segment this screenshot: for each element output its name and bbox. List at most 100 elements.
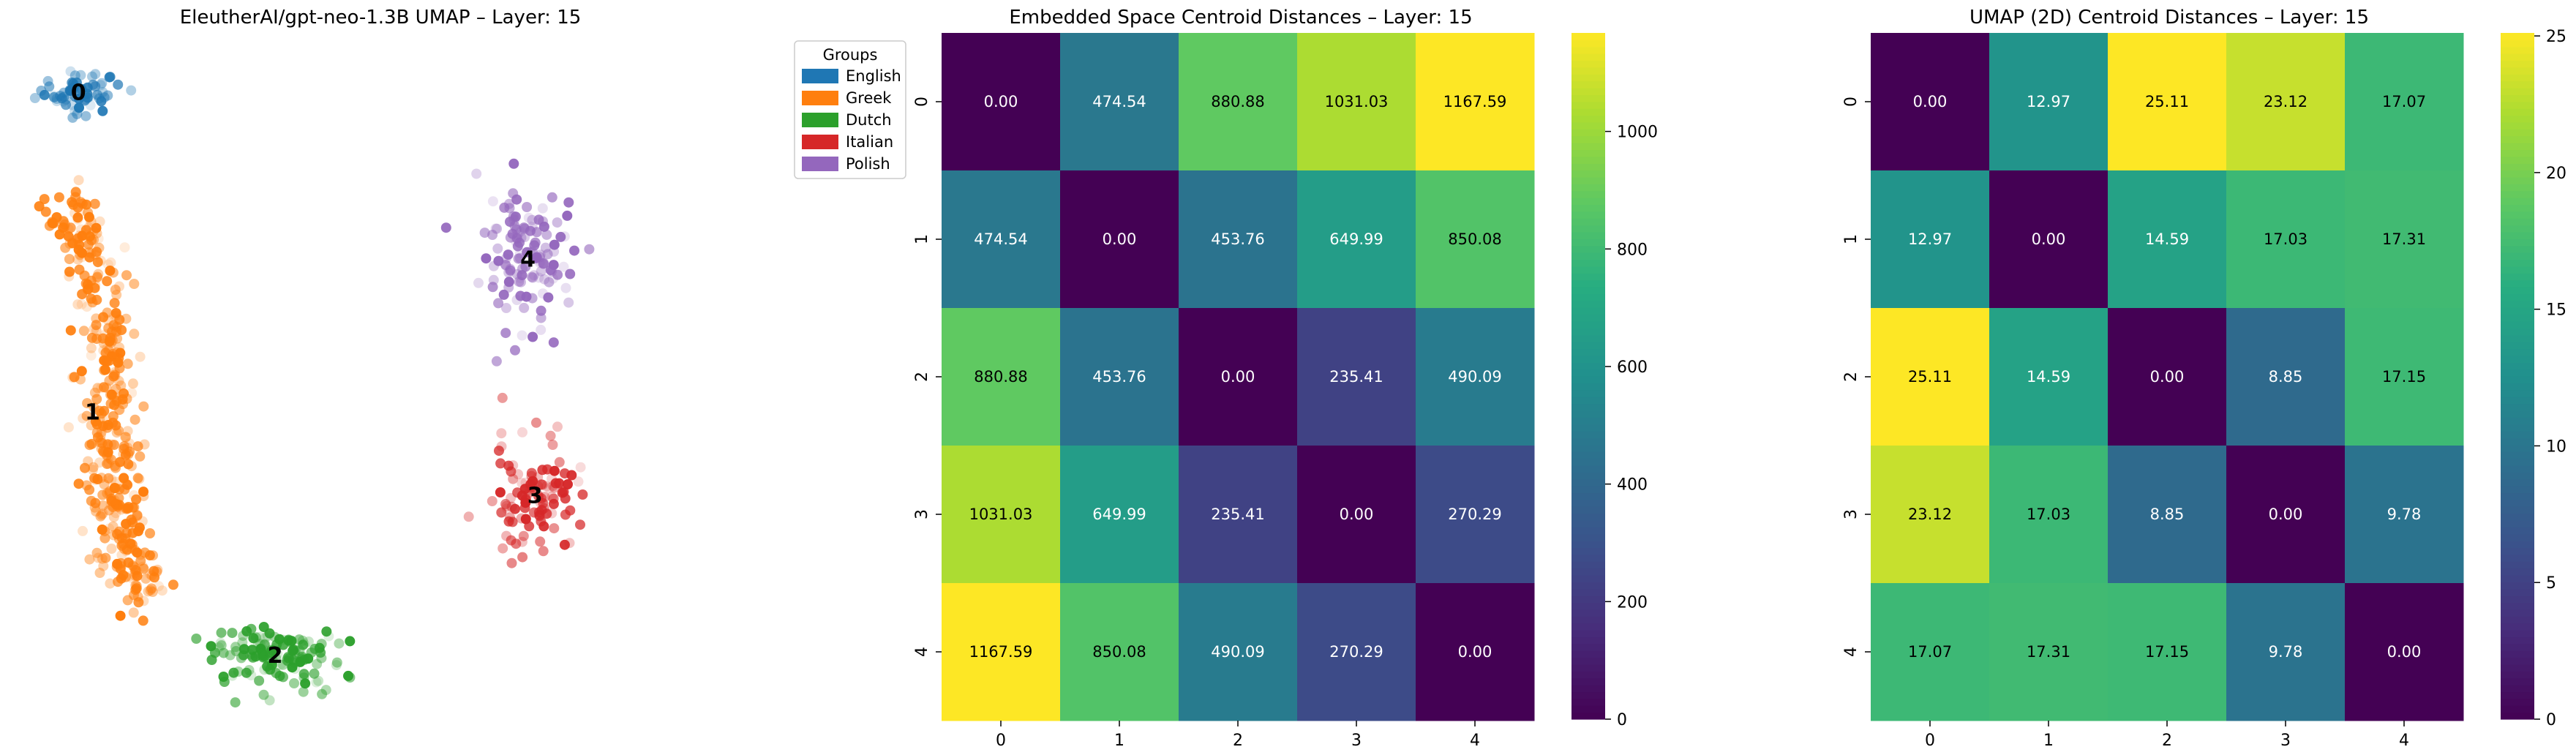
heatmap-umap-colorbar-segment [2501, 616, 2534, 624]
scatter-point [519, 302, 530, 313]
heatmap-embedded-colorbar-segment [1571, 252, 1605, 260]
scatter-point [536, 324, 547, 335]
scatter-point [343, 670, 353, 681]
cluster-0-points [29, 66, 137, 123]
heatmap-umap-cell [1871, 170, 1990, 309]
heatmap-embedded-cell [1179, 33, 1298, 171]
scatter-point [110, 483, 121, 494]
heatmap-umap-cell-label: 23.12 [2264, 93, 2307, 110]
heatmap-embedded-colorbar-segment [1571, 204, 1605, 212]
scatter-point [552, 421, 563, 432]
heatmap-umap-title: UMAP (2D) Centroid Distances – Layer: 15 [1969, 7, 2369, 29]
heatmap-umap-colorbar-segment [2501, 190, 2534, 198]
scatter-point [541, 481, 552, 492]
scatter-point [114, 281, 124, 292]
scatter-point [58, 216, 69, 227]
heatmap-embedded-colorbar-segment [1571, 348, 1605, 356]
scatter-point [92, 432, 103, 443]
heatmap-umap-colorbar-segment [2501, 108, 2534, 116]
scatter-point [316, 653, 327, 664]
scatter-point [106, 495, 117, 506]
heatmap-embedded-cell-label: 0.00 [1458, 643, 1492, 661]
scatter-point [558, 261, 569, 272]
heatmap-embedded-cell [942, 446, 1061, 584]
heatmap-umap-cell [1989, 583, 2109, 721]
scatter-point [548, 337, 559, 348]
heatmap-umap-colorbar-segment [2501, 424, 2534, 432]
scatter-point [132, 547, 143, 558]
heatmap-umap-colorbar-segment [2501, 348, 2534, 356]
scatter-point [495, 487, 506, 497]
scatter-point [75, 70, 86, 80]
heatmap-embedded-cell [1060, 33, 1179, 171]
scatter-point [74, 230, 85, 241]
scatter-point [84, 484, 95, 495]
heatmap-embedded-cell-label: 0.00 [1221, 368, 1255, 386]
heatmap-embedded-colorbar-segment [1571, 616, 1605, 624]
scatter-point [110, 460, 120, 471]
scatter-point [109, 298, 120, 309]
heatmap-umap-ytick-label: 4 [1842, 647, 1860, 657]
scatter-point [216, 640, 227, 651]
legend-swatch-polish [802, 157, 838, 171]
scatter-point [516, 277, 526, 288]
heatmap-embedded-cell-label: 649.99 [1329, 230, 1383, 248]
scatter-point [75, 197, 86, 208]
heatmap-embedded-colorbar-segment [1571, 176, 1605, 184]
scatter-point [138, 487, 149, 497]
scatter-point [298, 669, 309, 680]
heatmap-embedded-cell-label: 1167.59 [969, 643, 1033, 661]
heatmap-embedded-colorbar-segment [1571, 198, 1605, 206]
heatmap-embedded-colorbar-segment [1571, 211, 1605, 219]
heatmap-umap-colorbar-segment [2501, 499, 2534, 507]
scatter-point [89, 475, 100, 486]
heatmap-umap-colorbar-segment [2501, 314, 2534, 322]
scatter-point [536, 312, 547, 323]
scatter-point [110, 367, 121, 378]
scatter-point [102, 307, 113, 318]
heatmap-embedded-colorbar-segment [1571, 541, 1605, 549]
heatmap-embedded-colorbar-segment [1571, 451, 1605, 459]
scatter-point [254, 631, 265, 642]
scatter-point [129, 279, 140, 289]
scatter-point [230, 642, 241, 653]
heatmap-embedded-colorbar-segment [1571, 101, 1605, 109]
scatter-point [69, 372, 80, 383]
heatmap-embedded-colorbar-segment [1571, 513, 1605, 521]
scatter-point [517, 536, 527, 547]
scatter-point [523, 212, 534, 223]
scatter-point [531, 417, 541, 428]
scatter-point [312, 658, 323, 669]
heatmap-embedded-colorbar-segment [1571, 444, 1605, 452]
scatter-point [132, 511, 143, 522]
scatter-point [275, 659, 286, 670]
scatter-point [138, 401, 149, 412]
scatter-point [129, 328, 140, 339]
heatmap-umap-cell-label: 0.00 [2032, 230, 2066, 248]
heatmap-umap-colorbar-segment [2501, 685, 2534, 693]
heatmap-embedded-cell [1416, 308, 1535, 446]
scatter-point [260, 632, 271, 643]
heatmap-embedded-colorbar-segment [1571, 465, 1605, 473]
heatmap-embedded-colorbar-segment [1571, 135, 1605, 143]
scatter-point [67, 197, 78, 208]
heatmap-umap-cell-label: 17.07 [2382, 93, 2426, 110]
scatter-point [520, 493, 531, 504]
heatmap-umap-colorbar-segment [2501, 444, 2534, 452]
heatmap-umap-cell [1871, 33, 1990, 171]
heatmap-umap-colorbar-segment [2501, 218, 2534, 226]
scatter-point [559, 539, 570, 550]
scatter-point [127, 388, 138, 399]
scatter-point [215, 637, 226, 648]
scatter-point [129, 564, 140, 575]
scatter-point [487, 230, 498, 240]
scatter-point [542, 249, 553, 260]
heatmap-embedded-cell-label: 850.08 [1092, 643, 1146, 661]
scatter-point [500, 260, 511, 270]
heatmap-umap-colorbar-segment [2501, 671, 2534, 679]
heatmap-umap-colorbar-segment [2501, 245, 2534, 253]
heatmap-embedded-colorbar-segment [1571, 156, 1605, 164]
heatmap-umap-colorbar-segment [2501, 198, 2534, 206]
legend: Groups English Greek Dutch Italian Polish [794, 40, 906, 179]
scatter-point [289, 644, 300, 655]
